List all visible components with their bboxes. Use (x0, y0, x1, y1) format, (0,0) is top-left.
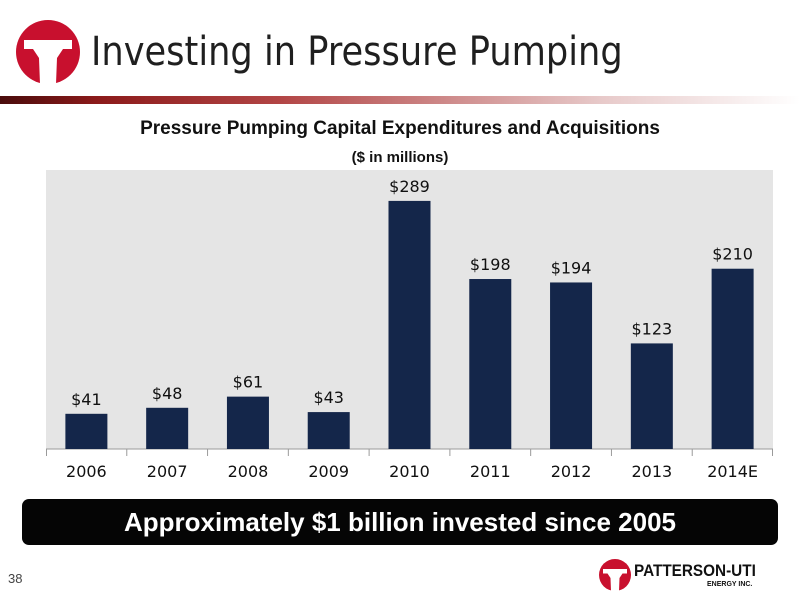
bar (307, 412, 350, 449)
brand-subtitle: ENERGY INC. (707, 581, 753, 588)
x-tick-label: 2009 (308, 462, 349, 481)
x-tick-label: 2013 (631, 462, 672, 481)
summary-banner: Approximately $1 billion invested since … (22, 499, 778, 545)
x-tick-label: 2012 (551, 462, 592, 481)
bar-chart: $41 2006 $48 2007 $61 2008 $43 2009 $289 2010 $198… (46, 170, 773, 490)
summary-banner-text: Approximately $1 billion invested since … (124, 506, 676, 537)
data-label: $198 (470, 255, 511, 274)
chart-subtitle: ($ in millions) (351, 149, 449, 166)
x-tick-label: 2008 (228, 462, 269, 481)
data-label: $61 (233, 373, 264, 392)
bar (630, 343, 673, 449)
data-label: $194 (551, 258, 592, 277)
bar (711, 268, 754, 449)
chart-title: Pressure Pumping Capital Expenditures an… (140, 118, 660, 139)
bar (226, 396, 269, 449)
page-title: Investing in Pressure Pumping (91, 29, 623, 75)
patterson-logo-icon (16, 20, 80, 84)
data-label: $123 (631, 319, 672, 338)
bar (550, 282, 593, 449)
x-tick-label: 2006 (66, 462, 107, 481)
brand-name: PATTERSON-UTI (634, 561, 756, 580)
bar (146, 407, 189, 449)
x-tick-label: 2011 (470, 462, 511, 481)
x-tick-label: 2007 (147, 462, 188, 481)
brand-logo: PATTERSON-UTI ENERGY INC. (599, 559, 789, 593)
data-label: $48 (152, 384, 183, 403)
data-label: $41 (71, 390, 102, 409)
data-label: $289 (389, 177, 430, 196)
data-label: $210 (712, 245, 753, 264)
x-tick-label: 2010 (389, 462, 430, 481)
bar (388, 200, 431, 449)
data-label: $43 (313, 388, 344, 407)
bar-chart-svg: $41 2006 $48 2007 $61 2008 $43 2009 $289 2010 $198… (46, 170, 773, 481)
page-number: 38 (8, 571, 23, 586)
patterson-brand-icon (599, 559, 631, 591)
title-divider (0, 96, 800, 104)
bar (65, 413, 108, 449)
bar (469, 279, 512, 449)
x-tick-label: 2014E (707, 462, 758, 481)
